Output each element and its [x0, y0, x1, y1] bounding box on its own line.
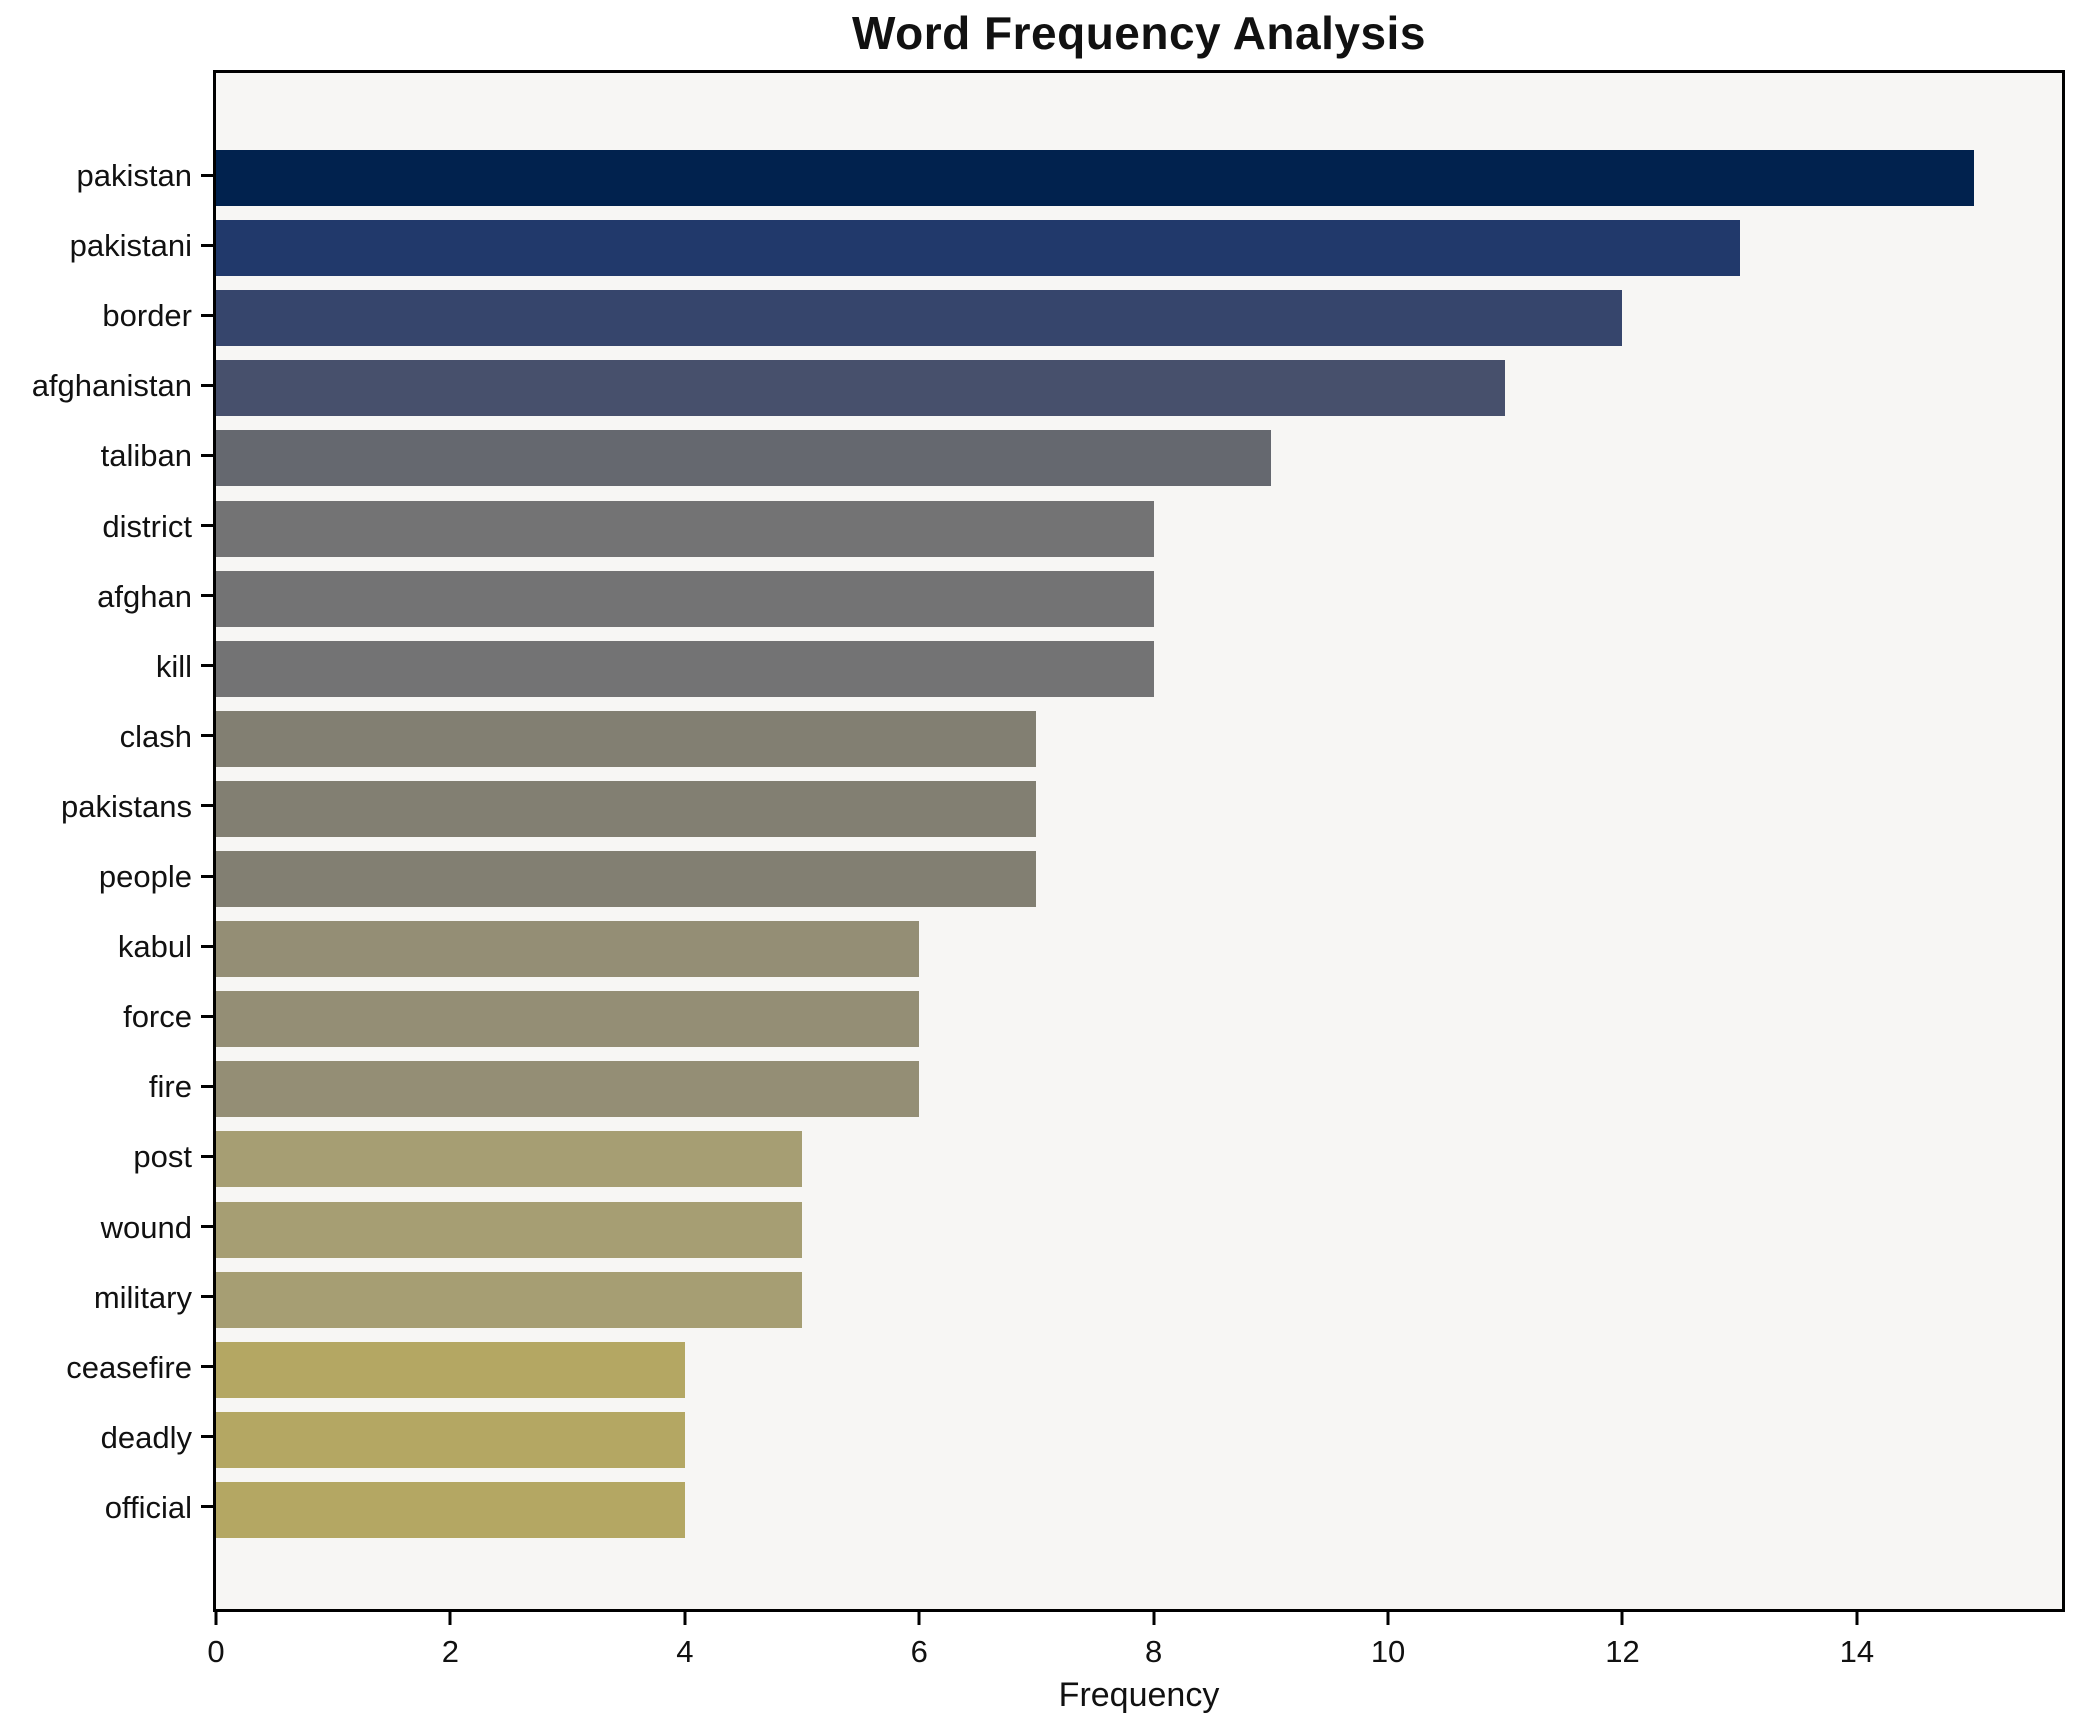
x-tick-mark-0	[214, 1612, 218, 1625]
bar-afghanistan	[216, 360, 1506, 417]
chart-title: Word Frequency Analysis	[852, 7, 1426, 59]
y-tick-mark-afghanistan	[201, 383, 213, 387]
x-tick-mark-2	[448, 1612, 452, 1625]
y-tick-label-afghan: afghan	[97, 578, 192, 614]
y-tick-mark-military	[201, 1295, 213, 1299]
bar-taliban	[216, 430, 1271, 487]
x-tick-mark-4	[683, 1612, 687, 1625]
x-tick-label-2: 2	[441, 1634, 460, 1669]
y-tick-label-wound: wound	[100, 1209, 192, 1245]
y-tick-label-taliban: taliban	[100, 438, 192, 474]
x-tick-mark-12	[1620, 1612, 1624, 1625]
bar-pakistans	[216, 780, 1037, 837]
bar-people	[216, 851, 1037, 907]
y-tick-mark-official	[201, 1505, 213, 1509]
bar-kill	[216, 640, 1154, 697]
bar-post	[216, 1131, 803, 1188]
y-axis-label-gutter: pakistan pakistani border afghanistan taliba…	[0, 70, 192, 1612]
y-tick-mark-fire	[201, 1084, 213, 1088]
y-tick-label-kabul: kabul	[117, 929, 192, 965]
y-tick-label-people: people	[98, 859, 192, 894]
x-tick-label-14: 14	[1839, 1634, 1875, 1669]
y-tick-label-border: border	[102, 298, 192, 334]
x-tick-label-6: 6	[910, 1634, 928, 1669]
y-tick-mark-pakistans	[201, 804, 213, 808]
y-tick-mark-kabul	[201, 944, 213, 948]
bar-pakistan	[216, 150, 1975, 206]
plot-area	[213, 70, 2065, 1612]
bar-afghan	[216, 570, 1154, 627]
x-tick-label-10: 10	[1370, 1634, 1406, 1669]
y-tick-mark-ceasefire	[201, 1365, 213, 1369]
bar-wound	[216, 1201, 803, 1258]
y-tick-label-fire: fire	[148, 1069, 192, 1105]
y-tick-label-pakistans: pakistans	[61, 788, 192, 824]
y-tick-label-official: official	[104, 1489, 192, 1525]
bar-fire	[216, 1061, 920, 1118]
bar-force	[216, 991, 920, 1048]
x-tick-mark-14	[1855, 1612, 1859, 1625]
x-tick-label-12: 12	[1605, 1634, 1640, 1669]
bar-border	[216, 290, 1623, 347]
y-tick-mark-kill	[201, 664, 213, 668]
bar-deadly	[216, 1411, 685, 1468]
y-tick-mark-taliban	[201, 453, 213, 457]
y-tick-mark-afghan	[201, 594, 213, 598]
y-tick-mark-deadly	[201, 1435, 213, 1439]
bar-ceasefire	[216, 1341, 685, 1398]
x-tick-mark-8	[1152, 1612, 1156, 1625]
y-tick-mark-post	[201, 1154, 213, 1158]
y-tick-label-force: force	[123, 999, 192, 1035]
y-tick-mark-pakistani	[201, 243, 213, 247]
y-tick-mark-people	[201, 874, 213, 878]
bar-official	[216, 1481, 685, 1538]
x-tick-label-4: 4	[676, 1634, 694, 1669]
y-tick-label-afghanistan: afghanistan	[31, 368, 192, 404]
x-tick-mark-10	[1386, 1612, 1390, 1625]
y-tick-mark-wound	[201, 1225, 213, 1228]
y-tick-label-ceasefire: ceasefire	[66, 1349, 192, 1385]
bar-kabul	[216, 921, 920, 978]
x-tick-label-0: 0	[207, 1634, 225, 1669]
y-tick-label-deadly: deadly	[100, 1419, 192, 1455]
x-tick-mark-6	[917, 1612, 921, 1625]
y-tick-label-district: district	[102, 508, 192, 544]
bar-military	[216, 1271, 803, 1328]
bar-district	[216, 500, 1154, 557]
x-tick-label-8: 8	[1145, 1634, 1163, 1669]
y-tick-mark-pakistan	[201, 173, 213, 177]
y-tick-mark-force	[201, 1014, 213, 1018]
y-tick-label-kill: kill	[155, 648, 192, 684]
x-axis-title: Frequency	[1058, 1676, 1220, 1714]
y-tick-mark-district	[201, 524, 213, 527]
y-tick-label-clash: clash	[119, 718, 192, 754]
plot-area-inner	[216, 73, 2062, 1609]
y-tick-mark-border	[201, 313, 213, 317]
bar-pakistani	[216, 220, 1740, 277]
y-tick-mark-clash	[201, 734, 213, 738]
y-tick-label-pakistani: pakistani	[69, 228, 192, 264]
y-tick-label-pakistan: pakistan	[76, 158, 192, 193]
y-tick-label-military: military	[93, 1279, 192, 1315]
bar-clash	[216, 710, 1037, 767]
y-tick-label-post: post	[133, 1139, 192, 1175]
